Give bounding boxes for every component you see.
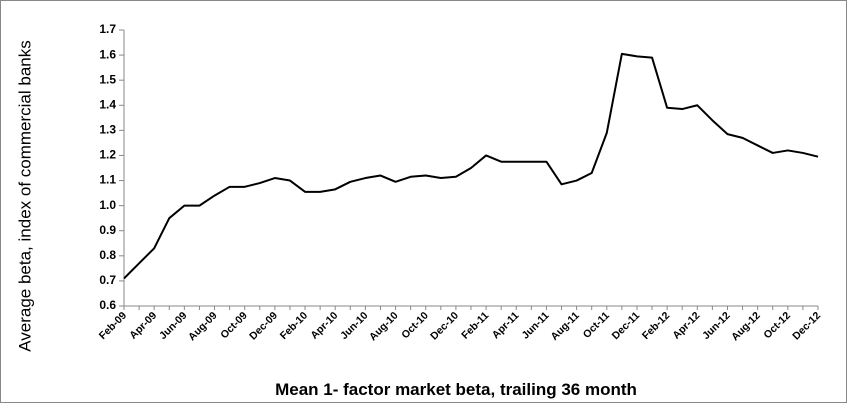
y-tick-label: 0.7 (99, 273, 116, 287)
x-axis-title: Mean 1- factor market beta, trailing 36 … (275, 380, 637, 399)
y-tick-label: 1.1 (99, 173, 116, 187)
y-tick-label: 1.4 (99, 97, 116, 111)
y-tick-label: 1.6 (99, 47, 116, 61)
line-series (123, 52, 819, 280)
y-axis-title: Average beta, index of commercial banks (15, 40, 34, 352)
y-tick-label: 1.2 (99, 148, 116, 162)
y-tick-label: 1.5 (99, 72, 116, 86)
y-tick-label: 0.8 (99, 248, 116, 262)
y-tick-label: 1.7 (99, 22, 116, 36)
y-tick-label: 0.6 (99, 298, 116, 312)
y-tick-label: 1.0 (99, 198, 116, 212)
y-tick-label: 1.3 (99, 123, 116, 137)
y-tick-label: 0.9 (99, 223, 116, 237)
